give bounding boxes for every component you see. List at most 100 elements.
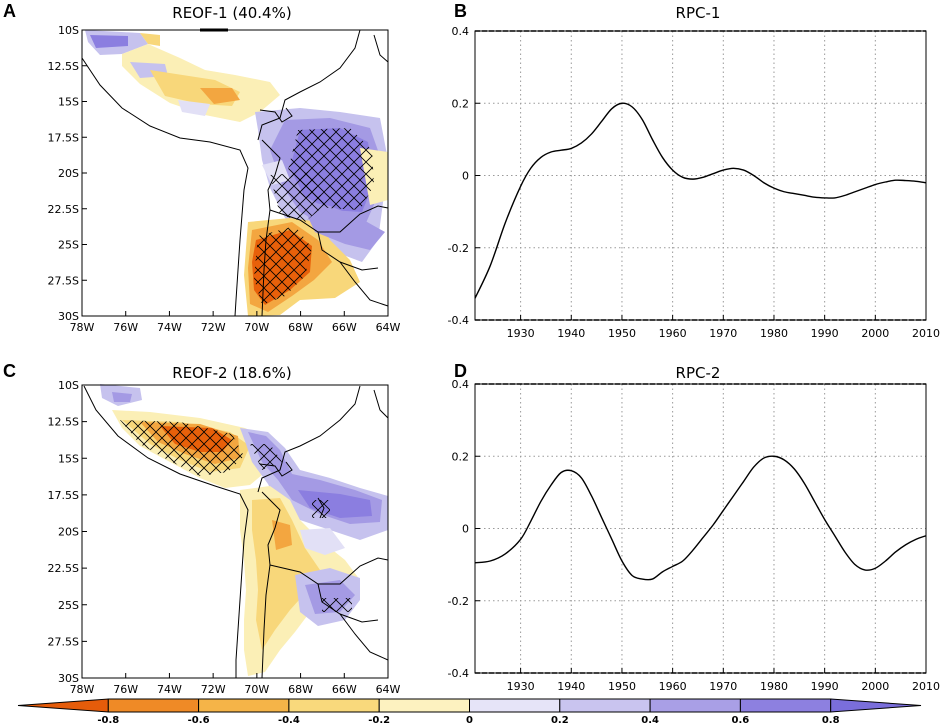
x-tick-label: 1980 [760, 680, 788, 693]
lon-tick-label: 78W [70, 683, 95, 696]
y-tick-label: 0 [462, 523, 469, 536]
colorbar-tick-label: 0 [466, 715, 473, 725]
map-a-hatch-region [270, 172, 325, 222]
lat-tick-label: 27.5S [48, 635, 79, 648]
y-tick-label: -0.4 [448, 667, 469, 680]
map-c-border-line [373, 389, 389, 419]
lat-tick-label: 20S [58, 526, 79, 539]
lat-tick-label: 22.5S [48, 562, 79, 575]
x-tick-label: 2010 [912, 680, 940, 693]
colorbar-tick-label: 0.8 [822, 715, 840, 725]
colorbar-segment [559, 698, 651, 713]
colorbar-tick-label: -0.4 [278, 715, 300, 725]
lon-tick-label: 72W [201, 683, 226, 696]
lon-tick-label: 78W [70, 321, 95, 334]
map-a-anomaly-patch [300, 200, 385, 250]
lon-tick-label: 76W [113, 683, 138, 696]
map-c-anomaly-patch [298, 490, 372, 518]
lon-tick-label: 72W [201, 321, 226, 334]
colorbar-segment [649, 698, 741, 713]
colorbar-segment [198, 698, 290, 713]
lat-tick-label: 30S [58, 310, 79, 323]
lat-tick-label: 15S [58, 96, 79, 109]
map-c-border-line [269, 557, 389, 585]
panel-letter-b: B [454, 1, 467, 21]
y-tick-label: -0.2 [448, 595, 469, 608]
lat-tick-label: 10S [58, 379, 79, 392]
panel-b: B RPC-1 1930 1940 1950 1960 1970 1980 1990 2000… [448, 1, 940, 340]
map-c-hatch-region [312, 500, 330, 518]
lat-tick-label: 20S [58, 167, 79, 180]
x-tick-label: 1950 [608, 680, 636, 693]
lon-tick-label: 66W [332, 683, 357, 696]
series-line-rpc-2 [474, 455, 927, 581]
x-tick-label: 1990 [811, 327, 839, 340]
y-tick-label: -0.2 [448, 242, 469, 255]
x-tick-label: 1970 [709, 327, 737, 340]
map-c-coastlines [83, 385, 389, 679]
map-c-border-line [261, 491, 281, 679]
map-a-coastline [81, 57, 249, 317]
map-a-border-line [261, 139, 281, 317]
map-c-coastline [83, 385, 249, 678]
panel-b-title: RPC-1 [676, 4, 721, 22]
colorbar-max-triangle [830, 698, 922, 713]
map-c-anomaly-patch [252, 498, 320, 650]
map-a-anomaly-patch [178, 100, 210, 116]
colorbar-segment [288, 698, 380, 713]
panel-letter-d: D [454, 361, 467, 381]
colorbar-min-triangle [17, 698, 109, 713]
x-tick-label: 1950 [608, 327, 636, 340]
y-tick-label: -0.4 [448, 314, 469, 327]
map-a-anomaly-patch [200, 88, 240, 104]
lon-tick-label: 64W [376, 683, 401, 696]
map-a-anomaly-patch [140, 33, 160, 46]
map-c-hatch-region [322, 598, 352, 612]
x-tick-label: 1960 [659, 680, 687, 693]
map-a-border-line [269, 205, 389, 233]
map-c-hatch-region [250, 444, 282, 470]
x-tick-label: 1970 [709, 680, 737, 693]
map-c-lake-titicaca [259, 461, 293, 477]
colorbar-segment [469, 698, 561, 713]
lat-tick-label: 15S [58, 452, 79, 465]
lon-tick-label: 66W [332, 321, 357, 334]
lat-tick-label: 17.5S [48, 489, 79, 502]
lat-tick-label: 25S [58, 599, 79, 612]
map-a-hatch-region [254, 226, 312, 305]
map-c-significance-hatch [120, 420, 352, 612]
panel-c: C REOF-2 (18.6%) [3, 361, 401, 696]
x-tick-label: 2000 [861, 680, 889, 693]
map-c-hatch-region [120, 420, 244, 476]
lon-tick-label: 70W [244, 321, 269, 334]
lon-tick-label: 64W [376, 321, 401, 334]
y-tick-label: 0 [462, 170, 469, 183]
lon-tick-label: 70W [244, 683, 269, 696]
lat-tick-label: 17.5S [48, 131, 79, 144]
rpc2-plot: 1930 1940 1950 1960 1970 1980 1990 2000 2010 0.4 0… [448, 378, 940, 693]
map-c-border-line [257, 385, 361, 493]
lon-tick-label: 68W [288, 683, 313, 696]
panel-letter-a: A [3, 1, 16, 21]
lon-tick-label: 74W [157, 321, 182, 334]
x-tick-label: 1980 [760, 327, 788, 340]
colorbar-segment [107, 698, 200, 713]
lon-tick-label: 68W [288, 321, 313, 334]
map-c-anomaly-patch [300, 528, 345, 555]
rpc1-plot: 1930 1940 1950 1960 1970 1980 1990 2000 2010 0.4 0… [448, 25, 940, 340]
colorbar-tick-label: 0.2 [551, 715, 569, 725]
panel-d-title: RPC-2 [676, 364, 721, 382]
map-a-significance-hatch [254, 128, 374, 305]
map-a-lake-titicaca [259, 107, 293, 123]
lat-tick-label: 12.5S [48, 60, 79, 73]
series-line-rpc-1 [474, 102, 927, 299]
x-tick-label: 1930 [507, 327, 535, 340]
x-tick-label: 2010 [912, 327, 940, 340]
colorbar-segment [739, 698, 832, 713]
lat-tick-label: 22.5S [48, 203, 79, 216]
panel-a: A REOF-1 (40.4%) [3, 1, 401, 334]
map-a-border-line [339, 261, 389, 307]
x-tick-label: 1940 [557, 327, 585, 340]
